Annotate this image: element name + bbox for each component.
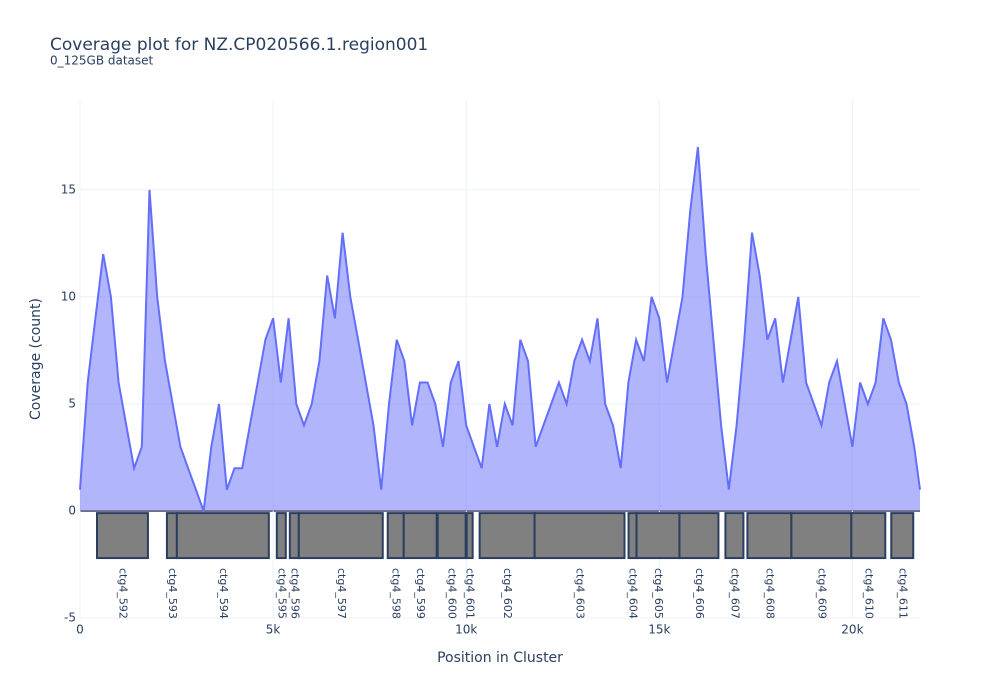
- gene-box: [533, 512, 626, 560]
- x-tick-label: 15k: [648, 623, 670, 637]
- y-tick-label: 0: [68, 503, 76, 517]
- gene-box: [627, 512, 638, 560]
- gene-box: [175, 512, 270, 560]
- gene-label: ctg4_605: [652, 568, 665, 619]
- gene-box: [402, 512, 438, 560]
- gene-box: [165, 512, 178, 560]
- gene-label: ctg4_592: [116, 568, 129, 619]
- gene-label: ctg4_601: [464, 568, 477, 619]
- gene-label: ctg4_602: [501, 568, 514, 619]
- gene-label: ctg4_600: [446, 568, 459, 619]
- y-axis-title: Coverage (count): [28, 298, 44, 420]
- y-tick-label: 15: [61, 182, 76, 196]
- gene-box: [465, 512, 474, 560]
- gene-label: ctg4_611: [896, 568, 909, 619]
- y-tick-label: -5: [64, 611, 76, 625]
- gene-box: [724, 512, 745, 560]
- gene-label: ctg4_593: [166, 568, 179, 619]
- coverage-area: [80, 147, 920, 511]
- gene-label: ctg4_596: [288, 568, 301, 619]
- gene-box: [436, 512, 467, 560]
- gene-label: ctg4_597: [335, 568, 348, 619]
- gene-label: ctg4_604: [627, 568, 640, 619]
- y-tick-label: 10: [61, 289, 76, 303]
- chart-subtitle: 0_125GB dataset: [50, 54, 154, 68]
- coverage-line: [79, 146, 921, 512]
- gene-box: [635, 512, 681, 560]
- gene-box: [297, 512, 384, 560]
- gene-label: ctg4_608: [763, 568, 776, 619]
- gene-box: [790, 512, 853, 560]
- gene-label: ctg4_606: [693, 568, 706, 619]
- x-tick-label: 5k: [266, 623, 281, 637]
- gene-box: [288, 512, 300, 560]
- gene-label: ctg4_609: [815, 568, 828, 619]
- gene-box: [678, 512, 720, 560]
- x-tick-label: 20k: [841, 623, 863, 637]
- gene-label: ctg4_594: [217, 568, 230, 619]
- x-tick-label: 0: [76, 623, 84, 637]
- chart-title: Coverage plot for NZ.CP020566.1.region00…: [50, 35, 428, 55]
- gene-box: [746, 512, 793, 560]
- gene-label: ctg4_599: [414, 568, 427, 619]
- gene-box: [850, 512, 887, 560]
- y-tick-label: 5: [68, 396, 76, 410]
- x-tick-label: 10k: [455, 623, 477, 637]
- gene-label: ctg4_595: [275, 568, 288, 619]
- gene-box: [386, 512, 405, 560]
- gene-label: ctg4_610: [862, 568, 875, 619]
- gene-box: [275, 512, 287, 560]
- gene-label: ctg4_607: [728, 568, 741, 619]
- gene-box: [478, 512, 536, 560]
- gene-label: ctg4_603: [574, 568, 587, 619]
- gene-box: [890, 512, 915, 560]
- gene-label: ctg4_598: [390, 568, 403, 619]
- x-axis-title: Position in Cluster: [437, 650, 563, 666]
- gene-box: [95, 512, 149, 560]
